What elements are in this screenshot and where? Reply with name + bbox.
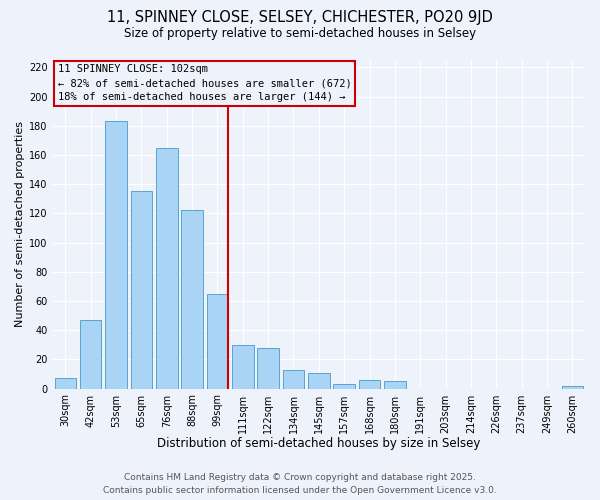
X-axis label: Distribution of semi-detached houses by size in Selsey: Distribution of semi-detached houses by …	[157, 437, 481, 450]
Bar	[181, 210, 203, 388]
Bar	[206, 294, 228, 388]
Bar	[105, 122, 127, 388]
Text: Contains HM Land Registry data © Crown copyright and database right 2025.
Contai: Contains HM Land Registry data © Crown c…	[103, 474, 497, 495]
Text: Size of property relative to semi-detached houses in Selsey: Size of property relative to semi-detach…	[124, 28, 476, 40]
Bar	[131, 192, 152, 388]
Bar	[308, 372, 329, 388]
Bar	[156, 148, 178, 388]
Text: 11, SPINNEY CLOSE, SELSEY, CHICHESTER, PO20 9JD: 11, SPINNEY CLOSE, SELSEY, CHICHESTER, P…	[107, 10, 493, 25]
Text: 11 SPINNEY CLOSE: 102sqm
← 82% of semi-detached houses are smaller (672)
18% of : 11 SPINNEY CLOSE: 102sqm ← 82% of semi-d…	[58, 64, 352, 102]
Bar	[334, 384, 355, 388]
Bar	[55, 378, 76, 388]
Bar	[257, 348, 279, 389]
Bar	[80, 320, 101, 388]
Bar	[384, 382, 406, 388]
Bar	[359, 380, 380, 388]
Bar	[562, 386, 583, 388]
Bar	[232, 345, 254, 389]
Bar	[283, 370, 304, 388]
Y-axis label: Number of semi-detached properties: Number of semi-detached properties	[15, 122, 25, 328]
